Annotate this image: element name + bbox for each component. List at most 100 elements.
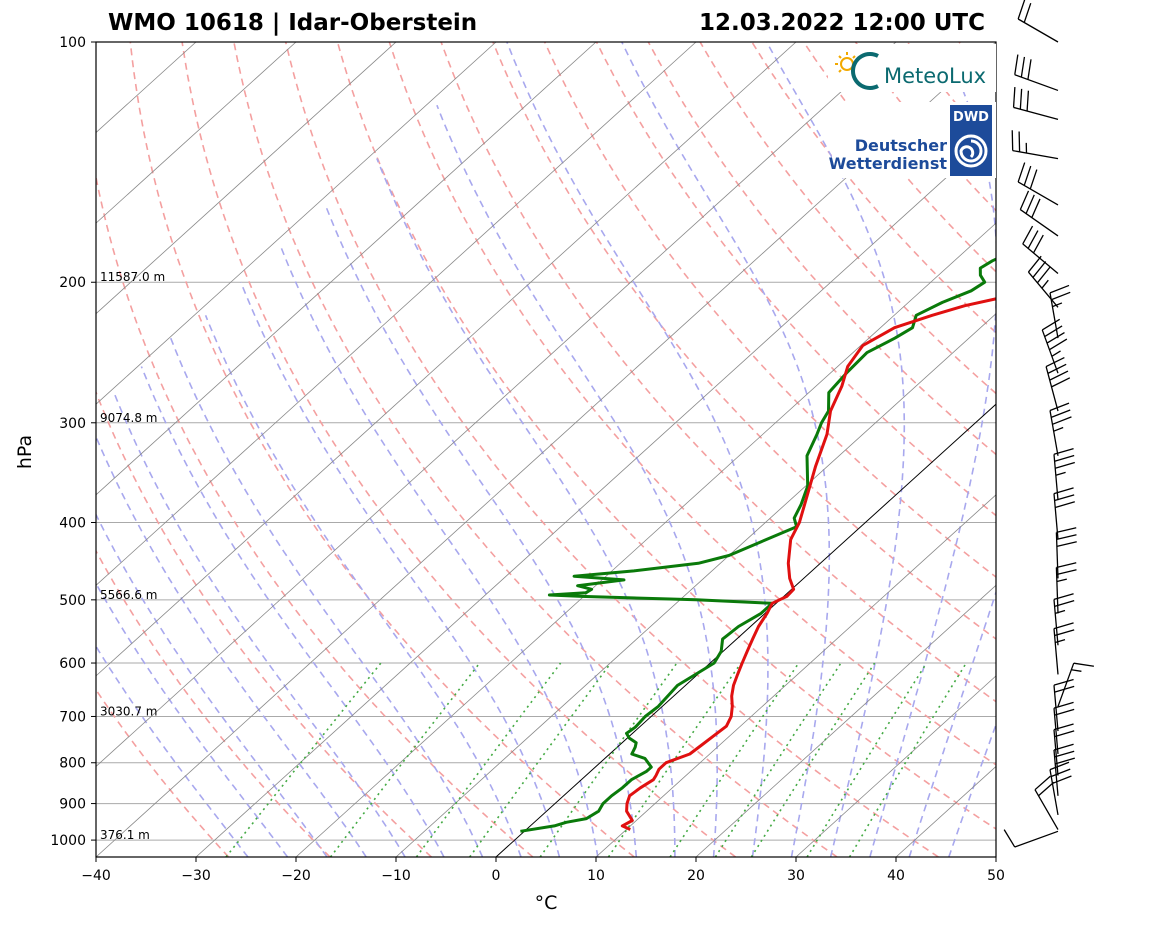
isotherm--10 [395, 313, 996, 857]
height-label: 376.1 m [100, 828, 150, 842]
wind-barb [1041, 318, 1068, 374]
x-tick-label: 30 [787, 868, 805, 884]
dry-adiabat-383 [647, 42, 996, 456]
wind-barb [1034, 775, 1059, 830]
moist-adiabat-16 [376, 158, 676, 857]
isotherm--90 [96, 42, 497, 405]
height-label: 9074.8 m [100, 411, 158, 425]
moist-adiabat-32 [765, 42, 906, 857]
plot-frame [95, 41, 997, 858]
meteolux-swoosh-icon [851, 52, 879, 90]
y-tick-label: 300 [59, 416, 86, 432]
height-label: 11587.0 m [100, 270, 165, 284]
wind-barb [1019, 190, 1059, 237]
wind-barb [1011, 130, 1059, 160]
wind-barb [1003, 829, 1059, 848]
chart-title-station: WMO 10618 | Idar-Oberstein [108, 10, 477, 36]
axes: −40 −30 −20 −10 0 10 20 30 40 50 100 200 300 400 500 60… [50, 35, 1005, 884]
moist-adiabat--20 [96, 512, 328, 857]
wind-barb [1014, 54, 1059, 92]
x-tick-label: −20 [281, 868, 311, 884]
y-tick-label: 500 [59, 593, 86, 609]
background-grid [96, 42, 996, 857]
mixing-ratio-line-20 [750, 662, 876, 857]
height-labels: 11587.0 m 9074.8 m 5566.6 m 3030.7 m 376.1 m [100, 270, 165, 842]
moist-adiabat-44 [948, 722, 996, 857]
wind-barb [1049, 284, 1071, 339]
moist-adiabat--16 [96, 434, 367, 857]
wind-barb [1012, 87, 1059, 120]
dry-adiabat-283 [129, 42, 635, 857]
x-tick-label: 0 [492, 868, 501, 884]
y-tick-label: 1000 [50, 833, 86, 849]
wind-barb [1049, 402, 1072, 456]
isotherm--60 [96, 42, 797, 677]
wind-barb [1053, 701, 1075, 755]
wind-barb [1053, 743, 1075, 796]
temperature-profile-line [620, 297, 996, 831]
dwd-logo: DWD Deutscher Wetterdienst [829, 102, 996, 178]
wind-barb [1049, 761, 1072, 816]
height-label: 5566.6 m [100, 588, 158, 602]
dry-adiabat-253 [96, 549, 331, 857]
y-tick-label: 700 [59, 709, 86, 725]
isotherm-20 [695, 584, 996, 857]
y-tick-label: 100 [59, 35, 86, 51]
mixing-ratio-line-28 [806, 662, 928, 857]
meteolux-logo-text: MeteoLux [884, 64, 986, 88]
x-tick-label: −40 [81, 868, 111, 884]
isotherm--100 [96, 42, 397, 315]
x-tick-label: 50 [987, 868, 1005, 884]
dwd-spiral-icon [954, 134, 988, 168]
height-label: 3030.7 m [100, 704, 158, 718]
dry-adiabat-333 [388, 42, 996, 766]
dry-adiabat-243 [96, 688, 230, 857]
wind-barb [1027, 255, 1059, 308]
moist-adiabat--4 [169, 337, 484, 857]
sun-icon [835, 52, 856, 73]
dwd-line-1: Deutscher [855, 136, 947, 155]
moist-adiabat-12 [324, 204, 638, 857]
wind-barb [1022, 225, 1059, 274]
moist-adiabat--8 [140, 366, 445, 857]
dry-adiabat-373 [595, 42, 996, 517]
wind-barb [1055, 527, 1077, 579]
y-tick-label: 400 [59, 515, 86, 531]
dry-adiabat-313 [284, 42, 939, 857]
wind-barb [1053, 593, 1075, 646]
moist-adiabat-0 [204, 315, 522, 857]
isotherm-30 [795, 675, 996, 857]
dry-adiabat-323 [336, 42, 996, 830]
mixing-ratio-line-1 [329, 662, 481, 857]
x-tick-label: 40 [887, 868, 905, 884]
wind-barb [1053, 622, 1075, 675]
wind-barbs [1003, 0, 1094, 848]
mixing-ratio-line-2 [415, 662, 562, 857]
wind-barb [1017, 0, 1059, 43]
mixing-ratio-line-3 [469, 662, 612, 857]
mixing-ratio-line-5 [539, 662, 678, 857]
dry-adiabat-273 [96, 173, 534, 857]
profile-lines [520, 257, 996, 833]
moist-adiabat-8 [279, 245, 599, 857]
isotherm-0 [495, 403, 996, 857]
wind-barb [1045, 356, 1071, 412]
moist-adiabat-24 [506, 42, 769, 857]
isotherm--80 [96, 42, 597, 496]
x-tick-label: 10 [587, 868, 605, 884]
y-tick-label: 200 [59, 275, 86, 291]
dry-adiabat-343 [440, 42, 996, 703]
moist-adiabat-40 [908, 590, 996, 857]
x-tick-label: 20 [687, 868, 705, 884]
y-tick-label: 900 [59, 797, 86, 813]
moist-adiabat-4 [240, 281, 561, 857]
x-tick-label: −30 [181, 868, 211, 884]
moist-adiabat-28 [621, 42, 831, 857]
wind-barb [1053, 723, 1075, 776]
moist-adiabat--28 [96, 644, 249, 857]
y-tick-label: 600 [59, 656, 86, 672]
mixing-ratio-line-16 [714, 662, 842, 857]
dry-adiabat-293 [181, 42, 737, 857]
x-tick-label: −10 [381, 868, 411, 884]
